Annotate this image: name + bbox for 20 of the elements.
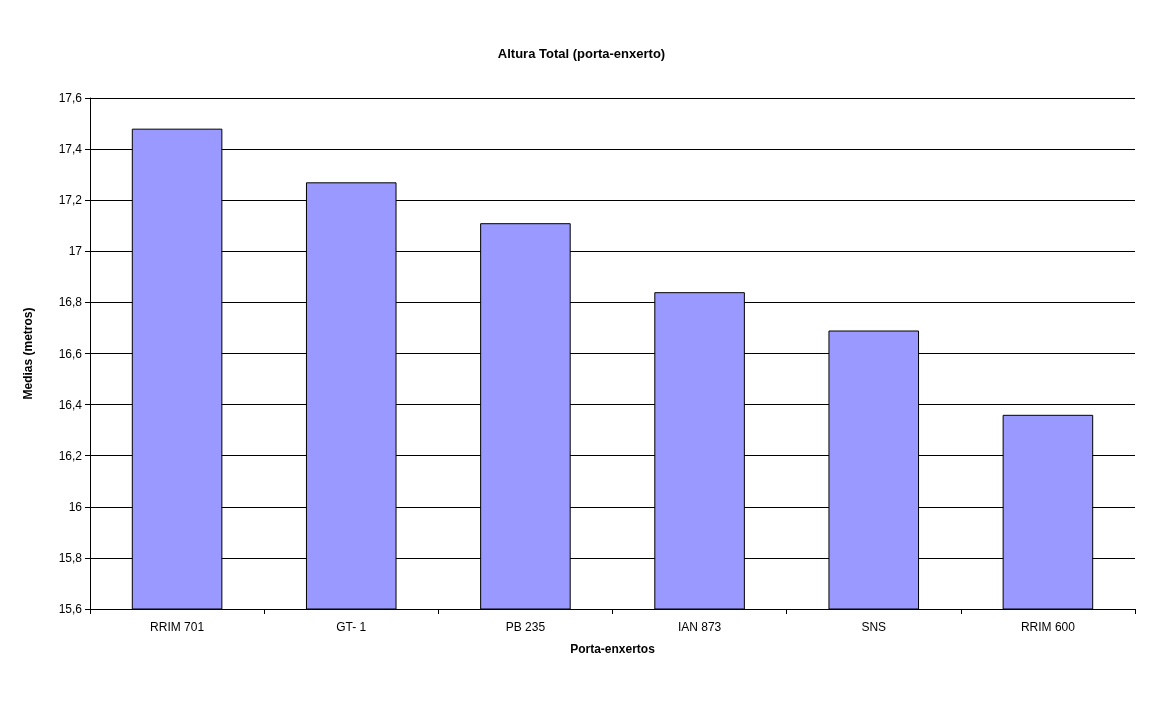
x-tick-label: RRIM 701 — [150, 620, 205, 634]
y-tick-label: 17 — [68, 244, 83, 259]
y-tick-label: 17,4 — [58, 142, 83, 157]
y-tick-label: 15,8 — [58, 550, 83, 565]
y-tick-label: 16,2 — [58, 448, 83, 463]
y-tick-label: 16,4 — [58, 397, 83, 412]
y-tick-label: 17,2 — [58, 193, 83, 208]
y-tick-label: 16 — [68, 499, 83, 514]
y-tick-label: 17,6 — [58, 91, 83, 105]
x-tick-label: SNS — [861, 620, 887, 634]
y-axis-title: Medias (metros) — [21, 307, 35, 400]
chart-title: Altura Total (porta-enxerto) — [497, 46, 666, 61]
x-tick-label: RRIM 600 — [1020, 620, 1076, 634]
x-axis-title: Porta-enxertos — [570, 642, 656, 656]
y-tick-label: 16,8 — [58, 295, 83, 310]
x-tick-label: IAN 873 — [677, 620, 722, 634]
x-tick-label: GT- 1 — [336, 620, 367, 634]
x-tick-label: PB 235 — [505, 620, 546, 634]
y-tick-label: 15,6 — [58, 602, 83, 616]
y-tick-label: 16,6 — [58, 346, 83, 361]
